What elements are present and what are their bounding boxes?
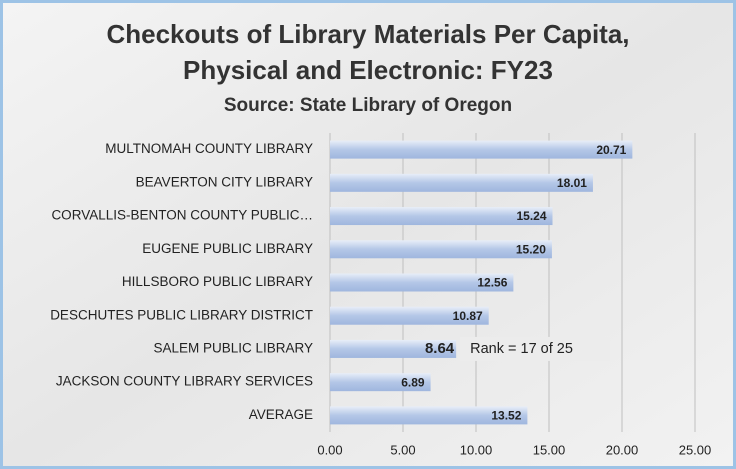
bar	[330, 373, 431, 392]
bar	[330, 207, 553, 226]
category-label: AVERAGE	[249, 407, 313, 422]
annotation-box	[460, 336, 611, 361]
chart-title: Physical and Electronic: FY23	[183, 55, 553, 85]
data-label: 10.87	[453, 309, 483, 323]
category-label: MULTNOMAH COUNTY LIBRARY	[105, 141, 313, 156]
bar	[330, 339, 457, 358]
bar	[330, 273, 514, 292]
category-label: BEAVERTON CITY LIBRARY	[136, 174, 313, 189]
data-label: 8.64	[425, 340, 455, 357]
data-label: 6.89	[401, 375, 425, 389]
category-label: CORVALLIS-BENTON COUNTY PUBLIC…	[51, 208, 313, 223]
category-label: SALEM PUBLIC LIBRARY	[153, 341, 313, 356]
x-tick-label: 20.00	[606, 442, 639, 457]
bar	[330, 173, 593, 192]
category-label: EUGENE PUBLIC LIBRARY	[142, 241, 313, 256]
data-label: 12.56	[477, 276, 507, 290]
x-tick-label: 10.00	[460, 442, 493, 457]
x-tick-label: 0.00	[317, 442, 342, 457]
bar	[330, 140, 633, 159]
data-label: 15.24	[516, 209, 546, 223]
bar	[330, 240, 552, 259]
category-label: HILLSBORO PUBLIC LIBRARY	[122, 274, 313, 289]
x-tick-label: 25.00	[679, 442, 712, 457]
data-label: 15.20	[516, 242, 546, 256]
x-tick-label: 5.00	[390, 442, 415, 457]
data-label: 13.52	[491, 409, 521, 423]
category-label: DESCHUTES PUBLIC LIBRARY DISTRICT	[50, 307, 313, 322]
category-label: JACKSON COUNTY LIBRARY SERVICES	[56, 374, 313, 389]
annotation: Rank = 17 of 25	[470, 341, 573, 357]
data-label: 18.01	[557, 176, 587, 190]
bar	[330, 406, 528, 425]
data-label: 20.71	[596, 143, 626, 157]
bar	[330, 306, 489, 325]
chart-title: Checkouts of Library Materials Per Capit…	[106, 19, 629, 49]
x-tick-label: 15.00	[533, 442, 566, 457]
chart-subtitle: Source: State Library of Oregon	[224, 95, 512, 116]
